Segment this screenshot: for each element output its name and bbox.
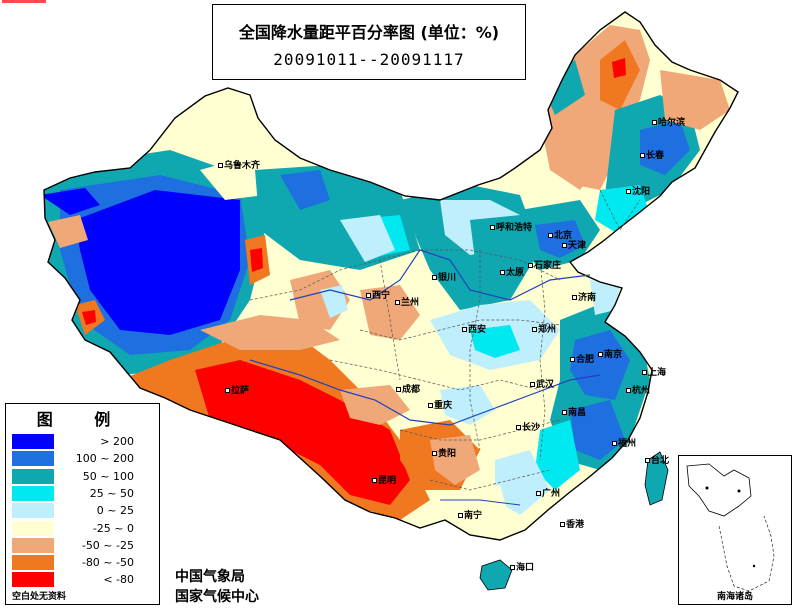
province-boundaries bbox=[249, 189, 641, 491]
yellow-river bbox=[289, 249, 591, 301]
legend-range-label: 0 ~ 25 bbox=[96, 504, 134, 518]
top-edge-mark bbox=[2, 0, 46, 3]
south-china-sea-inset: 南海诸岛 bbox=[678, 455, 792, 605]
legend-range-label: -25 ~ 0 bbox=[92, 521, 134, 535]
legend-item: > 200 bbox=[12, 433, 154, 450]
city-label: 台北 bbox=[645, 453, 669, 466]
city-label: 合肥 bbox=[570, 352, 594, 365]
city-label: 武汉 bbox=[530, 377, 554, 390]
city-label: 长春 bbox=[640, 148, 664, 161]
legend-swatch bbox=[12, 468, 54, 484]
city-label: 上海 bbox=[642, 365, 666, 378]
legend-note: 空白处无资料 bbox=[12, 592, 67, 602]
credit-ncc: 国家气候中心 bbox=[175, 589, 259, 605]
map-title: 全国降水量距平百分率图 (单位：%) bbox=[238, 23, 500, 42]
city-label: 福州 bbox=[612, 436, 636, 449]
legend-swatch bbox=[12, 537, 54, 553]
legend-range-label: -50 ~ -25 bbox=[81, 538, 134, 552]
date-range: 20091011--20091117 bbox=[273, 50, 465, 69]
legend-item: -50 ~ -25 bbox=[12, 537, 154, 554]
city-label: 天津 bbox=[562, 238, 586, 251]
legend-swatch bbox=[12, 572, 54, 588]
city-label: 济南 bbox=[572, 290, 596, 303]
city-label: 海口 bbox=[510, 560, 534, 573]
legend-range-label: 25 ~ 50 bbox=[89, 486, 134, 500]
legend-swatch bbox=[12, 451, 54, 467]
legend-range-label: > 200 bbox=[100, 435, 134, 448]
hainan-island bbox=[479, 559, 513, 591]
city-label: 沈阳 bbox=[626, 184, 650, 197]
legend-swatch bbox=[12, 503, 54, 519]
city-label: 兰州 bbox=[395, 295, 419, 308]
legend-range-label: < -80 bbox=[103, 573, 134, 587]
city-label: 石家庄 bbox=[528, 258, 561, 271]
legend-swatch bbox=[12, 555, 54, 571]
city-label: 南宁 bbox=[458, 508, 482, 521]
legend-swatch bbox=[12, 434, 54, 449]
city-label: 北京 bbox=[548, 228, 572, 241]
city-label: 重庆 bbox=[428, 398, 452, 411]
city-label: 广州 bbox=[536, 486, 560, 499]
city-label: 西安 bbox=[462, 322, 486, 335]
legend-item: 0 ~ 25 bbox=[12, 502, 154, 519]
legend-item: 50 ~ 100 bbox=[12, 468, 154, 485]
legend-swatch bbox=[12, 485, 54, 501]
pearl-river bbox=[440, 499, 521, 506]
legend-range-label: -80 ~ -50 bbox=[81, 556, 134, 570]
city-label: 香港 bbox=[560, 517, 584, 530]
city-label: 长沙 bbox=[516, 420, 540, 433]
inset-label: 南海诸岛 bbox=[716, 592, 753, 602]
china-border bbox=[43, 11, 739, 541]
legend-item: -80 ~ -50 bbox=[12, 554, 154, 571]
city-label: 哈尔滨 bbox=[652, 115, 685, 128]
legend-range-label: 100 ~ 200 bbox=[75, 452, 134, 466]
legend-item: -25 ~ 0 bbox=[12, 520, 154, 537]
city-label: 太原 bbox=[500, 265, 524, 278]
city-label: 贵阳 bbox=[432, 446, 456, 459]
legend: 图 例 > 200 100 ~ 200 50 ~ 100 25 ~ 50 0 ~ 25 -… bbox=[5, 403, 160, 605]
legend-range-label: 50 ~ 100 bbox=[82, 469, 134, 483]
city-label: 杭州 bbox=[626, 383, 650, 396]
city-label: 南京 bbox=[598, 347, 622, 360]
city-label: 昆明 bbox=[372, 473, 396, 486]
city-label: 成都 bbox=[396, 382, 420, 395]
city-label: 南昌 bbox=[562, 405, 586, 418]
inset-map bbox=[686, 463, 775, 592]
title-box: 全国降水量距平百分率图 (单位：%) 20091011--20091117 bbox=[212, 4, 526, 80]
legend-item: 25 ~ 50 bbox=[12, 485, 154, 502]
credit-cma: 中国气象局 bbox=[175, 569, 245, 585]
legend-item: < -80 bbox=[12, 571, 154, 588]
legend-swatch bbox=[12, 520, 54, 536]
legend-item: 100 ~ 200 bbox=[12, 450, 154, 467]
city-label: 银川 bbox=[432, 270, 456, 283]
city-label: 呼和浩特 bbox=[490, 220, 532, 233]
city-label: 郑州 bbox=[532, 322, 556, 335]
city-label: 拉萨 bbox=[225, 383, 249, 396]
city-label: 乌鲁木齐 bbox=[218, 158, 260, 171]
city-label: 西宁 bbox=[366, 288, 390, 301]
legend-title: 图 例 bbox=[36, 410, 129, 429]
